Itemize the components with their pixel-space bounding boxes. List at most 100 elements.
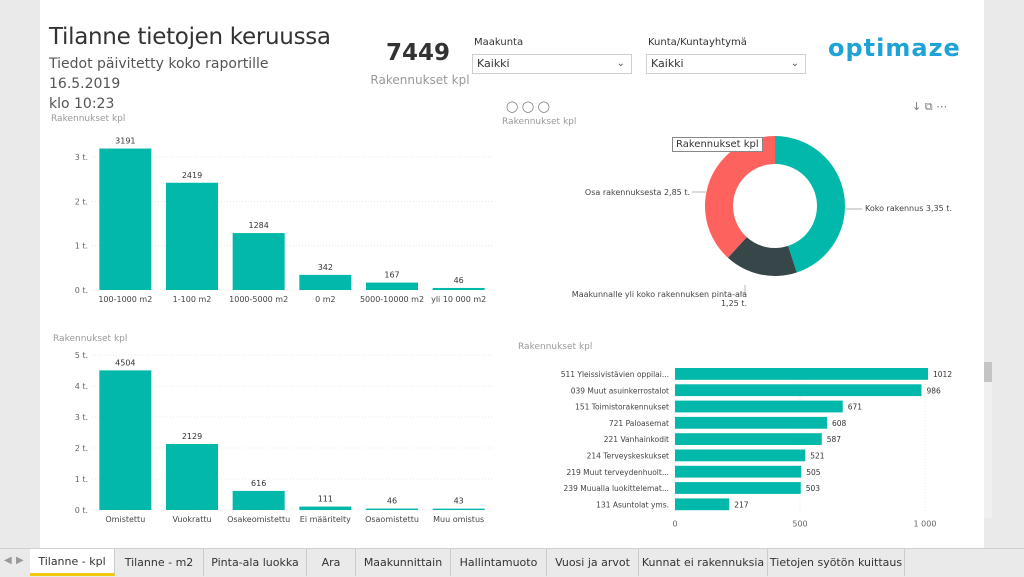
x-tick-label: 1-100 m2: [173, 295, 212, 304]
y-tick-label: 151 Toimistorakennukset: [575, 403, 669, 412]
bar: [675, 400, 843, 413]
tab-tilanne-m2[interactable]: Tilanne - m2: [115, 549, 204, 576]
bar: [366, 282, 418, 290]
y-tick-label: 0 t.: [75, 506, 88, 515]
tab-pinta-ala-luokka[interactable]: Pinta-ala luokka: [204, 549, 307, 576]
tab-next-icon[interactable]: ▶: [16, 555, 24, 566]
page-title: Tilanne tietojen keruussa: [49, 24, 331, 50]
data-label: 46: [387, 497, 397, 506]
x-tick-label: 0: [672, 520, 677, 529]
leader-line: [740, 285, 746, 294]
bar: [166, 444, 218, 510]
data-label: 4504: [115, 358, 135, 367]
bar: [675, 416, 827, 429]
tooltip: Rakennukset kpl: [672, 137, 763, 152]
data-label: 2129: [182, 432, 202, 441]
chart2-title: Rakennukset kpl: [502, 117, 577, 127]
chevron-down-icon: ⌄: [790, 58, 799, 69]
drill-icons: ◯ ◯ ◯: [506, 100, 550, 113]
slice-label-value: 1,25 t.: [721, 299, 747, 308]
chart4-scrollbar[interactable]: [984, 362, 992, 518]
bar: [675, 465, 802, 478]
data-label: 587: [827, 435, 842, 444]
x-tick-label: 500: [792, 520, 807, 529]
slicer-maakunta-value: Kaikki: [477, 57, 510, 70]
y-tick-label: 511 Yleissivistävien oppilai...: [561, 370, 669, 379]
drill-up-icon[interactable]: ◯: [506, 100, 519, 113]
chart3-title: Rakennukset kpl: [53, 334, 128, 344]
page-subtitle: Tiedot päivitetty koko raportille 16.5.2…: [49, 54, 329, 114]
y-tick-label: 0 t.: [75, 286, 88, 295]
x-tick-label: yli 10 000 m2: [431, 295, 486, 304]
bar: [366, 508, 418, 510]
data-label: 43: [454, 497, 464, 506]
x-tick-label: 1000-5000 m2: [229, 295, 288, 304]
visual-header-icons: ↓ ⧉ ⋯: [912, 100, 947, 114]
y-tick-label: 2 t.: [75, 444, 88, 453]
tab-maakunnittain[interactable]: Maakunnittain: [356, 549, 451, 576]
x-tick-label: Osaomistettu: [365, 515, 419, 524]
tab-prev-icon[interactable]: ◀: [4, 555, 12, 566]
bar: [675, 482, 801, 494]
y-tick-label: 5 t.: [75, 351, 88, 360]
chart-hbar-kayttotarkoitus: 0 500 1 000 511 Yleissivistävien oppilai...…: [561, 366, 952, 529]
slicer-maakunta-dropdown[interactable]: Kaikki ⌄: [472, 54, 632, 74]
slice-label: Koko rakennus 3,35 t.: [865, 204, 952, 213]
expand-icon[interactable]: ◯: [537, 100, 550, 113]
y-tick-label: 2 t.: [75, 197, 88, 206]
tab-tietojen-syoton-kuittaus[interactable]: Tietojen syötön kuittaus: [768, 549, 905, 576]
chart1-title: Rakennukset kpl: [51, 114, 126, 124]
data-label: 986: [927, 386, 942, 395]
data-label: 608: [832, 419, 847, 428]
x-tick-label: Omistettu: [105, 515, 145, 524]
y-tick-label: 3 t.: [75, 153, 88, 162]
bar: [232, 233, 285, 290]
slicer-kunta-title: Kunta/Kuntayhtymä: [648, 37, 747, 48]
chart4-title: Rakennukset kpl: [518, 342, 593, 352]
more-options-icon[interactable]: ⋯: [936, 100, 948, 113]
y-tick-label: 1 t.: [75, 475, 88, 484]
slice-label: Osa rakennuksesta 2,85 t.: [585, 188, 690, 197]
chart-donut-kohde: Koko rakennus 3,35 t. Maakunnalle yli kok…: [572, 136, 952, 308]
bar: [432, 508, 485, 510]
tab-vuosi-ja-arvot[interactable]: Vuosi ja arvot: [547, 549, 639, 576]
x-tick-label: Ei määritelty: [300, 515, 351, 524]
data-label: 505: [806, 468, 821, 477]
y-tick-label: 131 Asuntolat yms.: [596, 500, 669, 509]
report-canvas: Tilanne tietojen keruussa Tiedot päivite…: [40, 0, 992, 548]
kpi-card-value: 7449: [385, 40, 450, 66]
bar: [675, 384, 922, 397]
download-icon[interactable]: ↓: [912, 100, 922, 113]
data-label: 3191: [115, 137, 135, 146]
tab-kunnat-ei-rakennuksia[interactable]: Kunnat ei rakennuksia: [639, 549, 768, 576]
y-tick-label: 721 Paloasemat: [609, 419, 669, 428]
slice-label: Maakunnalle yli koko rakennuksen pinta-a…: [572, 290, 747, 299]
x-tick-label: Osakeomistettu: [227, 515, 290, 524]
chart-bar-hallinta: 0 t. 1 t. 2 t. 3 t. 4 t. 5 t. 4504 Omistettu 212…: [75, 351, 492, 524]
tab-ara[interactable]: Ara: [307, 549, 356, 576]
x-tick-label: 5000-10000 m2: [360, 295, 424, 304]
data-label: 2419: [182, 171, 202, 180]
bar: [299, 274, 352, 290]
chart-bar-pinta-ala: 0 t. 1 t. 2 t. 3 t. 3191 100-1000 m2 2419 1-100…: [75, 137, 492, 304]
y-tick-label: 214 Terveyskeskukset: [587, 452, 669, 461]
tab-tilanne-kpl[interactable]: Tilanne - kpl: [30, 549, 115, 576]
slicer-kunta-value: Kaikki: [651, 57, 684, 70]
y-tick-label: 1 t.: [75, 242, 88, 251]
tab-hallintamuoto[interactable]: Hallintamuoto: [451, 549, 547, 576]
donut-slice: [705, 136, 775, 258]
scroll-thumb[interactable]: [984, 362, 992, 382]
bar: [99, 148, 152, 290]
slicer-kunta-dropdown[interactable]: Kaikki ⌄: [646, 54, 806, 74]
bar: [166, 182, 218, 290]
x-tick-label: 1 000: [914, 520, 937, 529]
bar: [99, 370, 152, 510]
x-tick-label: 100-1000 m2: [98, 295, 152, 304]
bar: [675, 498, 730, 511]
y-tick-label: 3 t.: [75, 413, 88, 422]
x-tick-label: 0 m2: [315, 295, 336, 304]
drill-down-icon[interactable]: ◯: [521, 100, 535, 113]
data-label: 1284: [248, 221, 268, 230]
focus-mode-icon[interactable]: ⧉: [924, 100, 933, 113]
data-label: 167: [384, 271, 399, 280]
